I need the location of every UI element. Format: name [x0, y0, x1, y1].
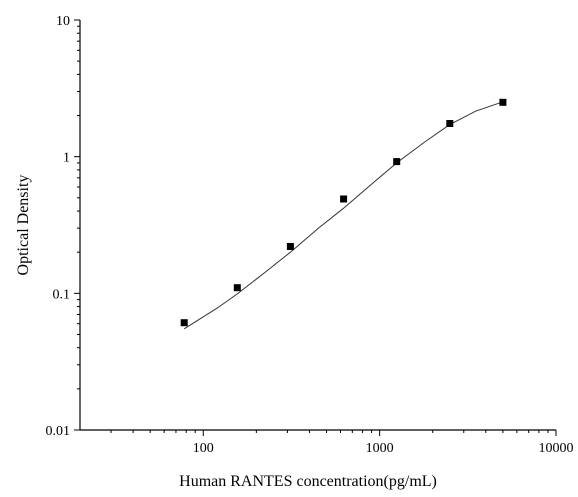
data-point	[393, 158, 401, 166]
y-tick-label: 1	[63, 151, 70, 166]
fit-curve	[183, 101, 504, 330]
data-points	[180, 98, 507, 327]
data-point	[180, 319, 188, 327]
data-point	[340, 195, 348, 203]
x-tick-label: 10000	[539, 441, 574, 456]
ticks: 100 1000 10000 0.01 0.1 1 10	[46, 14, 574, 456]
x-tick-label: 1000	[366, 441, 394, 456]
y-axis-title: Optical Density	[15, 175, 32, 276]
data-point	[446, 120, 454, 127]
y-tick-label: 0.01	[46, 424, 71, 439]
axes	[79, 20, 556, 431]
y-tick-label: 0.1	[53, 287, 71, 302]
data-point	[233, 284, 241, 292]
y-tick-label: 10	[56, 14, 70, 29]
data-point	[286, 243, 294, 250]
data-point	[499, 98, 507, 106]
x-tick-label: 100	[193, 441, 214, 456]
x-axis-title: Human RANTES concentration(pg/mL)	[179, 473, 437, 490]
